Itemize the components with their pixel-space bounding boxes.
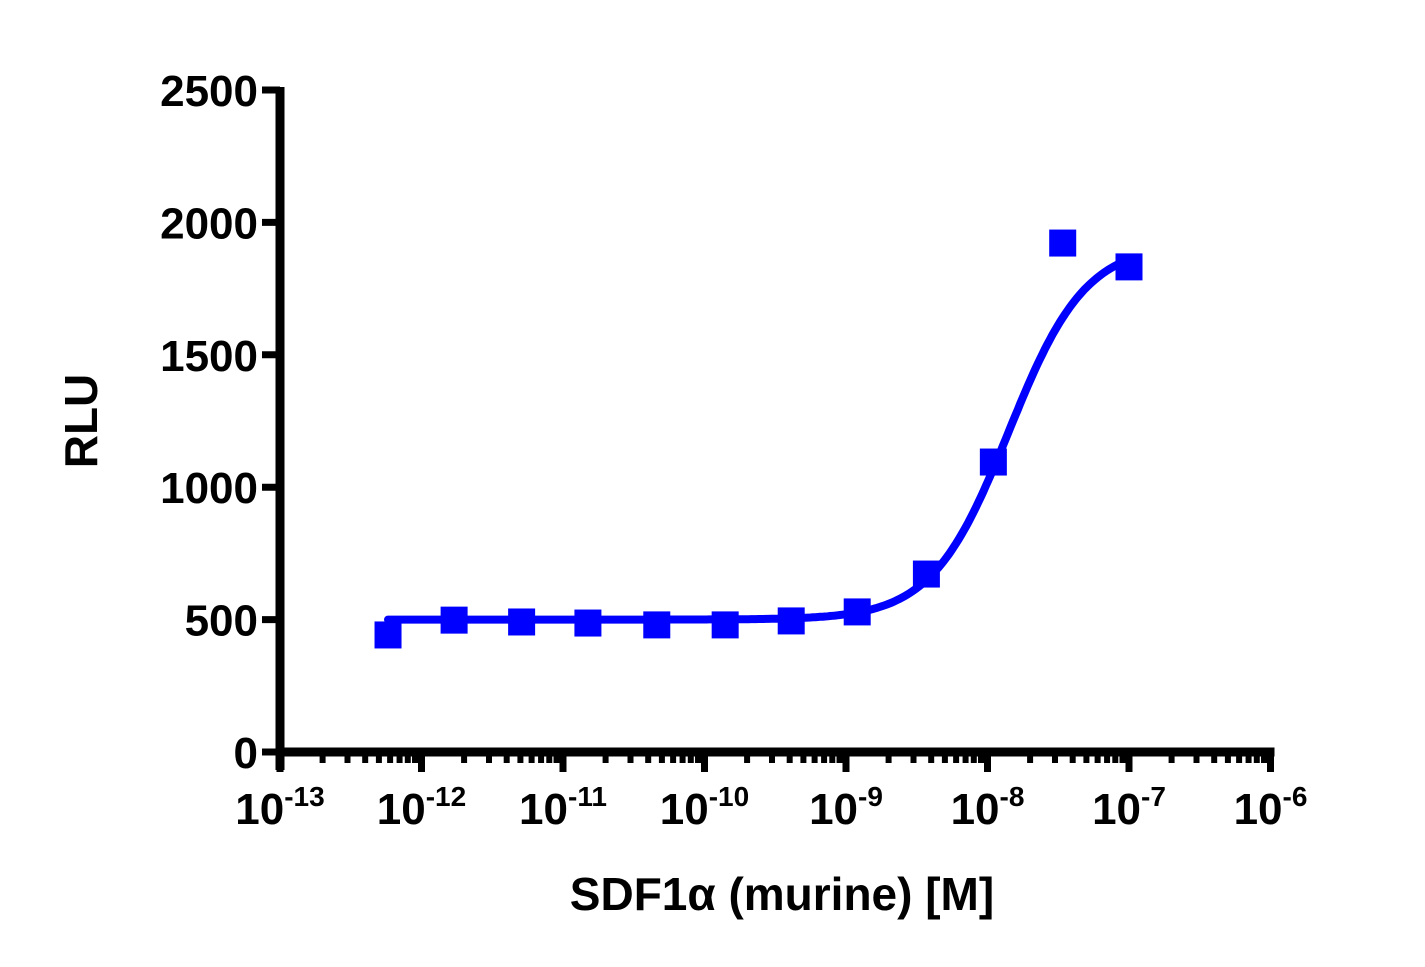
y-axis-title: RLU [55, 374, 107, 469]
data-point-square [508, 608, 536, 636]
axes [262, 86, 1275, 772]
x-tick-label: 10-12 [377, 781, 466, 834]
data-point-square [440, 606, 468, 634]
sigmoid-fit-line [384, 255, 1133, 624]
x-tick-label: 10-8 [951, 781, 1025, 834]
data-point-square [711, 611, 739, 639]
y-tick-label: 2000 [160, 199, 258, 248]
data-point-square [1049, 229, 1077, 257]
x-tick-label: 10-7 [1092, 781, 1166, 834]
x-tick-label: 10-9 [809, 781, 883, 834]
data-point-square [1115, 253, 1143, 281]
x-tick-label: 10-13 [235, 781, 324, 834]
data-points [374, 229, 1143, 649]
x-tick-label: 10-11 [519, 781, 607, 834]
y-tick-label: 1500 [160, 332, 258, 381]
y-tick-label: 500 [185, 597, 258, 646]
y-tick-label: 1000 [160, 464, 258, 513]
tick-labels: 0 500 1000 1500 2000 2500 10-13 10-12 10-11 10-10… [160, 67, 1307, 834]
data-point-square [979, 448, 1007, 476]
x-axis-title: SDF1α (murine) [M] [570, 868, 994, 920]
data-point-square [843, 598, 871, 626]
data-point-square [912, 560, 940, 588]
x-tick-label: 10-6 [1234, 781, 1308, 834]
x-tick-label: 10-10 [660, 781, 749, 834]
data-point-square [574, 609, 602, 637]
y-tick-label: 0 [234, 729, 258, 778]
y-tick-label: 2500 [160, 67, 258, 116]
fit-curve [384, 255, 1133, 624]
data-point-square [777, 607, 805, 635]
data-point-square [643, 611, 671, 639]
data-point-square [374, 621, 402, 649]
